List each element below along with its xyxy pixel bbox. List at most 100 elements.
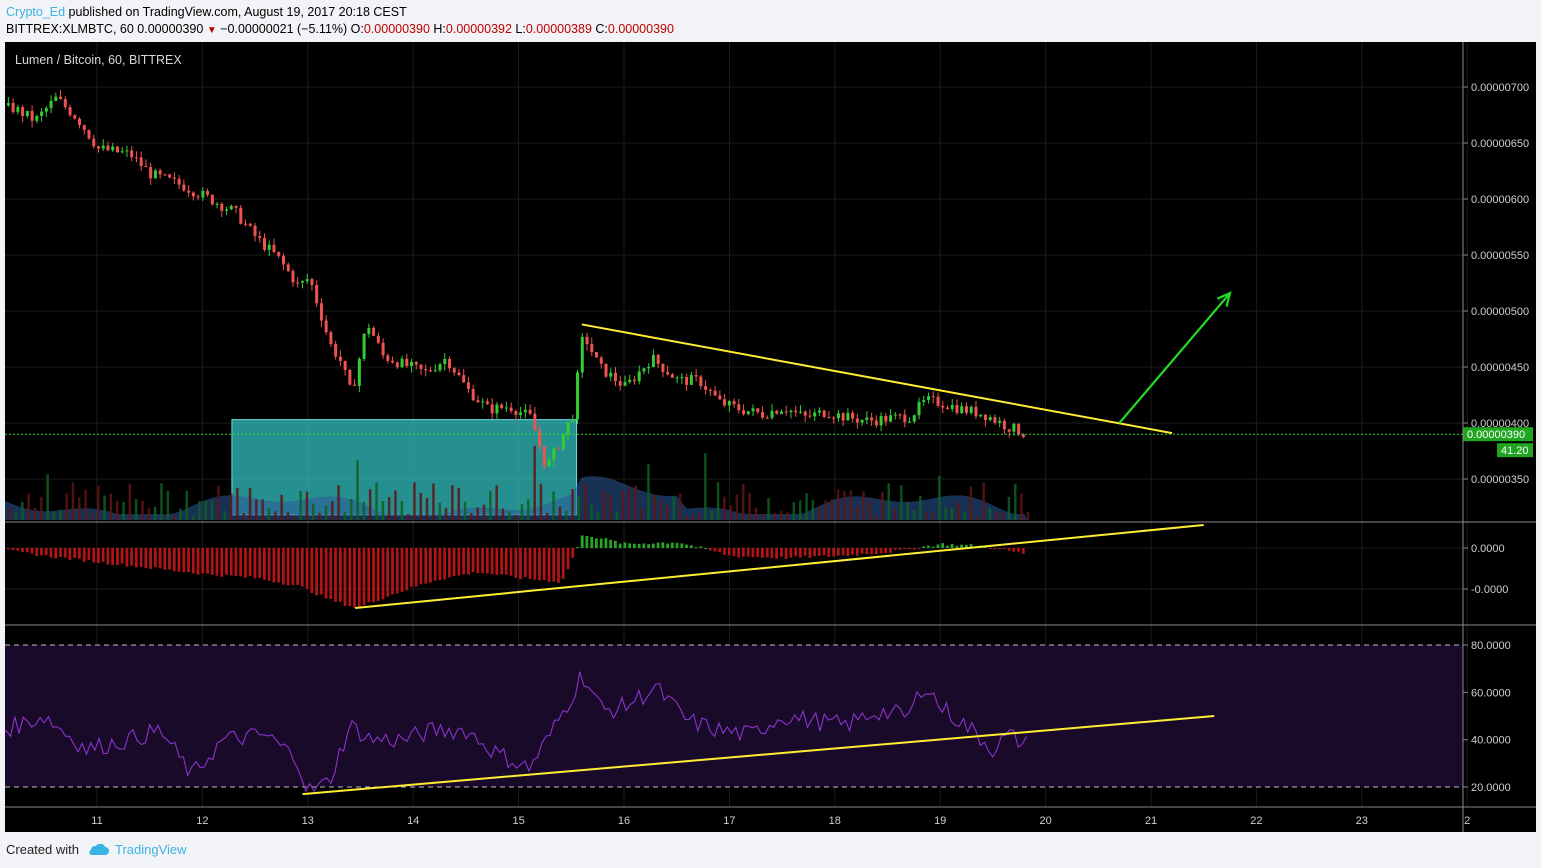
- candle-body: [476, 400, 480, 403]
- macd-bar: [917, 548, 921, 549]
- volume-bar: [406, 514, 410, 520]
- macd-bar: [40, 548, 43, 556]
- quote-line: BITTREX:XLMBTC, 60 0.00000390 ▼ −0.00000…: [6, 21, 674, 39]
- candle-body: [225, 209, 229, 211]
- candle-body: [168, 174, 172, 178]
- candle-body: [945, 407, 949, 410]
- macd-bar: [177, 548, 181, 572]
- volume-bar: [957, 502, 960, 520]
- macd-bar: [310, 548, 314, 594]
- low-value: 0.00000389: [525, 22, 592, 36]
- rsi-tick-label: 40.0000: [1471, 735, 1511, 747]
- candle-body: [16, 107, 20, 112]
- candle-body: [651, 354, 655, 368]
- candle-body: [40, 111, 44, 117]
- candle-body: [666, 371, 670, 375]
- volume-bar: [312, 503, 315, 520]
- volume-bar: [944, 507, 947, 520]
- candle-body: [993, 417, 997, 423]
- volume-bar: [84, 489, 87, 520]
- macd-bar: [637, 543, 641, 548]
- macd-bar: [1007, 548, 1011, 551]
- x-tick-label: 15: [512, 815, 524, 827]
- macd-bar: [965, 544, 968, 548]
- volume-bar: [343, 511, 347, 520]
- macd-bar: [191, 548, 195, 574]
- price-tag-bg: [1463, 427, 1533, 442]
- candle-body: [495, 404, 499, 414]
- macd-bar: [718, 548, 722, 553]
- volume-bar: [963, 511, 966, 520]
- volume-bar: [331, 501, 334, 520]
- volume-bar: [697, 513, 701, 520]
- candle-body: [580, 336, 584, 373]
- macd-bar: [761, 548, 764, 558]
- candle-body: [509, 407, 513, 412]
- candle-body: [561, 434, 565, 450]
- macd-bar: [485, 548, 489, 574]
- volume-bar: [988, 508, 992, 520]
- x-tick-label: 16: [618, 815, 630, 827]
- macd-bar: [969, 544, 973, 548]
- macd-bar: [248, 548, 252, 577]
- candle-body: [21, 107, 25, 117]
- chart-area[interactable]: 11 12 13 14 15 16 17 18 19 20 21 22 23 2 0.00000700 0.0…: [2, 42, 1536, 832]
- volume-bar: [508, 511, 511, 520]
- volume-bar: [868, 499, 871, 520]
- candle-body: [860, 420, 864, 423]
- candle-body: [471, 388, 475, 401]
- candle-body: [836, 413, 840, 419]
- candle-body: [931, 396, 935, 398]
- chart-svg[interactable]: 11 12 13 14 15 16 17 18 19 20 21 22 23 2 0.00000700 0.0…: [2, 42, 1536, 832]
- candle-body: [92, 138, 96, 147]
- macd-bar: [120, 548, 124, 564]
- macd-bar: [865, 548, 869, 555]
- macd-trendline: [355, 524, 1204, 609]
- volume-bar: [678, 493, 682, 520]
- macd-bar: [552, 548, 556, 582]
- candle-body: [746, 411, 750, 415]
- macd-bar: [713, 548, 717, 552]
- candle-body: [11, 103, 15, 112]
- macd-bar: [533, 548, 537, 580]
- macd-bar: [272, 548, 276, 583]
- macd-bar: [580, 535, 584, 548]
- macd-bar: [196, 548, 200, 575]
- volume-bar: [533, 445, 536, 520]
- volume-bar: [925, 512, 928, 520]
- candle-body: [879, 416, 883, 426]
- candle-body: [1007, 429, 1011, 432]
- candle-body: [490, 404, 494, 414]
- author-link[interactable]: Crypto_Ed: [6, 5, 66, 19]
- candle-body: [452, 368, 456, 373]
- close-value: 0.00000390: [607, 22, 674, 36]
- volume-bar: [103, 495, 106, 520]
- candle-body: [63, 99, 67, 108]
- candle-body: [130, 150, 134, 158]
- macd-bar: [746, 548, 750, 557]
- macd-bar: [229, 548, 233, 576]
- candle-body: [604, 363, 608, 377]
- volume-bar: [640, 507, 644, 520]
- volume-bar: [647, 464, 650, 520]
- candle-body: [1012, 423, 1016, 432]
- volume-bar: [432, 483, 435, 520]
- candle-body: [988, 417, 992, 421]
- macd-bar: [884, 548, 888, 554]
- volume-bar: [590, 504, 593, 520]
- candle-body: [618, 381, 622, 386]
- macd-bar: [343, 548, 347, 606]
- macd-bar: [367, 548, 371, 603]
- macd-bar: [35, 548, 39, 557]
- macd-bar: [960, 544, 963, 548]
- tradingview-brand[interactable]: TradingView: [87, 842, 187, 857]
- macd-bar: [727, 548, 731, 556]
- candle-body: [723, 399, 727, 406]
- macd-bar: [780, 548, 783, 557]
- candle-body: [111, 146, 115, 151]
- candle-body: [196, 196, 200, 198]
- volume-bar: [767, 497, 770, 520]
- x-tick-label: 19: [934, 815, 946, 827]
- candle-body: [742, 410, 746, 415]
- candle-body: [803, 411, 807, 416]
